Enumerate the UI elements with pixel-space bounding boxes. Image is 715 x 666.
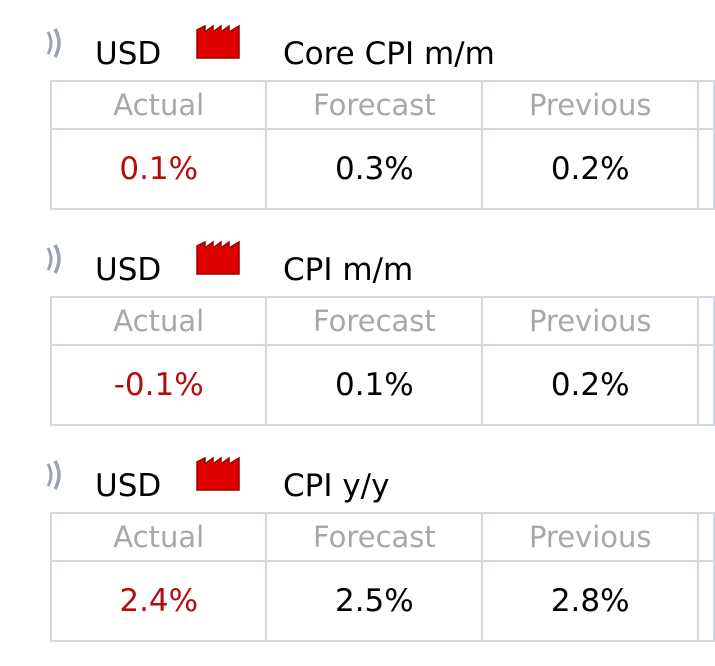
- column-header: Previous: [481, 296, 700, 346]
- event-block: USD CPI y/y Actual Forecast Previous 2.4% 2.5%…: [0, 450, 715, 666]
- cell-stub: [697, 80, 715, 130]
- column-header: Actual: [49, 80, 268, 130]
- cell-stub: [697, 560, 715, 642]
- value-row: 0.1% 0.3% 0.2%: [49, 128, 715, 210]
- impact-sound-icon-glyph: [46, 28, 61, 58]
- event-header: USD CPI y/y: [0, 450, 715, 506]
- impact-sound-icon: [42, 458, 68, 496]
- header-row: Actual Forecast Previous: [49, 80, 715, 130]
- value: 0.1%: [265, 344, 484, 426]
- column-header: Forecast: [265, 80, 484, 130]
- impact-icon-glyph: [196, 24, 240, 59]
- value: 2.8%: [481, 560, 700, 642]
- event-table: Actual Forecast Previous -0.1% 0.1% 0.2%: [49, 296, 715, 426]
- column-header: Forecast: [265, 296, 484, 346]
- event-header: USD Core CPI m/m: [0, 18, 715, 74]
- currency: USD: [95, 36, 162, 72]
- event-block: USD CPI m/m Actual Forecast Previous -0.1% 0.1…: [0, 234, 715, 450]
- event-name: Core CPI m/m: [283, 36, 495, 72]
- impact-sound-icon-glyph: [46, 460, 61, 490]
- value-row: 2.4% 2.5% 2.8%: [49, 560, 715, 642]
- cell-stub: [697, 344, 715, 426]
- impact-icon: [196, 240, 242, 280]
- value-row: -0.1% 0.1% 0.2%: [49, 344, 715, 426]
- event-table: Actual Forecast Previous 0.1% 0.3% 0.2%: [49, 80, 715, 210]
- value: 0.3%: [265, 128, 484, 210]
- event-block: USD Core CPI m/m Actual Forecast Previous 0.1…: [0, 18, 715, 234]
- impact-icon: [196, 456, 242, 496]
- column-header: Actual: [49, 296, 268, 346]
- column-header: Forecast: [265, 512, 484, 562]
- event-table: Actual Forecast Previous 2.4% 2.5% 2.8%: [49, 512, 715, 642]
- cell-stub: [697, 296, 715, 346]
- column-header: Previous: [481, 512, 700, 562]
- value: 2.5%: [265, 560, 484, 642]
- header-row: Actual Forecast Previous: [49, 512, 715, 562]
- impact-sound-icon-glyph: [46, 244, 61, 274]
- header-row: Actual Forecast Previous: [49, 296, 715, 346]
- actual-value: 2.4%: [49, 560, 268, 642]
- event-header: USD CPI m/m: [0, 234, 715, 290]
- impact-icon: [196, 24, 242, 64]
- impact-sound-icon: [42, 26, 68, 64]
- column-header: Actual: [49, 512, 268, 562]
- event-name: CPI y/y: [283, 468, 390, 504]
- impact-icon-glyph: [196, 456, 240, 491]
- currency: USD: [95, 252, 162, 288]
- cell-stub: [697, 512, 715, 562]
- cell-stub: [697, 128, 715, 210]
- value: 0.2%: [481, 344, 700, 426]
- actual-value: 0.1%: [49, 128, 268, 210]
- currency: USD: [95, 468, 162, 504]
- value: 0.2%: [481, 128, 700, 210]
- event-name: CPI m/m: [283, 252, 414, 288]
- column-header: Previous: [481, 80, 700, 130]
- calendar-page: USD Core CPI m/m Actual Forecast Previous 0.1…: [0, 18, 715, 642]
- actual-value: -0.1%: [49, 344, 268, 426]
- impact-sound-icon: [42, 242, 68, 280]
- impact-icon-glyph: [196, 240, 240, 275]
